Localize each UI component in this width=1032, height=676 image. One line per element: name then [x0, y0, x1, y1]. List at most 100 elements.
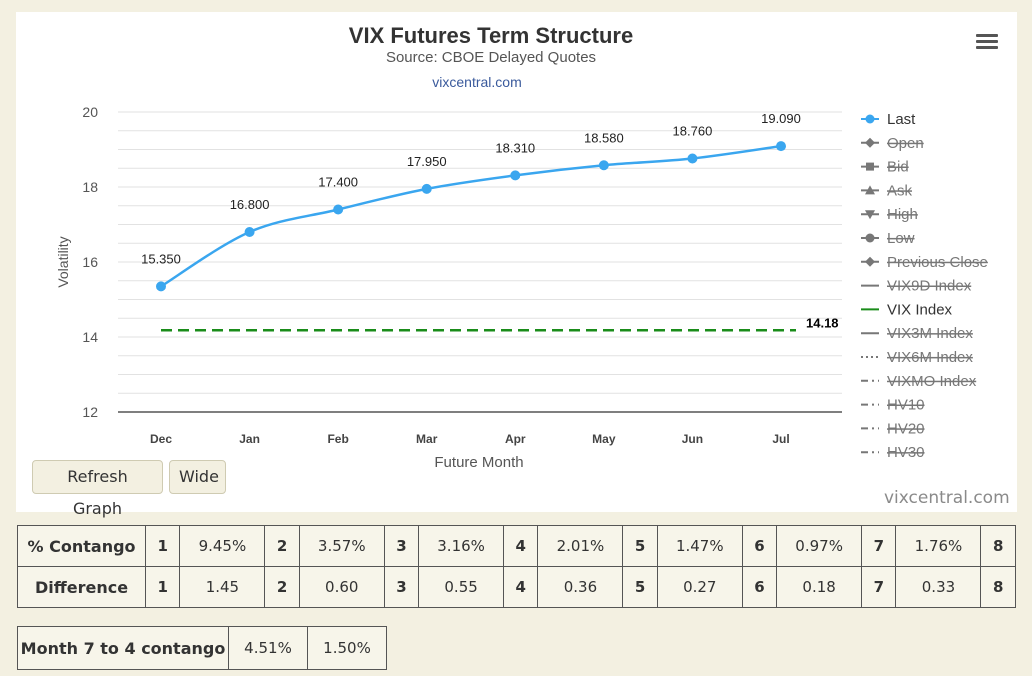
month74-value: 4.51% — [228, 626, 308, 670]
legend-label: Low — [887, 230, 915, 247]
y-tick-label: 12 — [82, 404, 98, 420]
x-tick-label: Jun — [682, 432, 703, 446]
table-cell: 0.97% — [776, 525, 863, 567]
y-axis-title: Volatility — [55, 236, 71, 287]
legend-item[interactable]: Bid — [861, 159, 909, 176]
legend-label: Open — [887, 135, 924, 152]
contango-table: % Contango 1 9.45% 2 3.57% 3 3.16% 4 2.01% 5 1.47%… — [16, 525, 1016, 608]
data-label: 17.400 — [318, 175, 358, 190]
legend-item[interactable]: Last — [861, 111, 916, 128]
legend-marker — [866, 162, 874, 171]
last-data-point[interactable] — [776, 141, 786, 152]
legend-label: HV30 — [887, 444, 925, 461]
legend-item[interactable]: VIX6M Index — [861, 349, 973, 366]
legend-marker — [865, 256, 875, 267]
data-label: 18.580 — [584, 130, 624, 145]
legend-item[interactable]: High — [861, 206, 918, 223]
legend: Last Open Bid Ask High Low Previous Close VIX9D… — [861, 111, 988, 461]
table-cell: 3.57% — [298, 525, 385, 567]
data-label: 16.800 — [230, 197, 270, 212]
x-tick-label: Apr — [505, 432, 526, 446]
month-index: 4 — [503, 566, 539, 608]
legend-marker — [865, 210, 875, 220]
legend-item[interactable]: HV20 — [861, 420, 925, 437]
month-index: 1 — [145, 566, 181, 608]
month-index: 2 — [264, 525, 300, 567]
data-label: 18.760 — [673, 124, 713, 139]
row-label: Difference — [16, 566, 147, 608]
x-axis-title: Future Month — [434, 454, 523, 471]
last-data-point[interactable] — [156, 281, 166, 292]
menu-icon[interactable] — [976, 34, 998, 52]
last-data-point[interactable] — [510, 170, 521, 181]
table-cell: 1.47% — [656, 525, 743, 567]
legend-item[interactable]: Low — [861, 230, 915, 247]
table-cell: 2.01% — [537, 525, 624, 567]
month-index: 8 — [980, 525, 1016, 567]
month74-value: 1.50% — [307, 626, 387, 670]
table-cell: 1.45 — [179, 566, 266, 608]
month-index: 7 — [861, 525, 897, 567]
legend-label: HV10 — [887, 397, 925, 414]
legend-label: VIXMO Index — [887, 373, 977, 390]
row-label: % Contango — [16, 525, 147, 567]
legend-item[interactable]: VIX3M Index — [861, 325, 973, 342]
y-tick-label: 14 — [82, 329, 98, 345]
wide-button[interactable]: Wide — [169, 460, 226, 494]
table-row: % Contango 1 9.45% 2 3.57% 3 3.16% 4 2.01% 5 1.47%… — [16, 525, 1016, 567]
legend-item[interactable]: HV10 — [861, 397, 925, 414]
table-cell: 0.33 — [895, 566, 982, 608]
y-tick-label: 16 — [82, 254, 98, 270]
table-cell: 0.27 — [656, 566, 743, 608]
legend-item[interactable]: Open — [861, 135, 924, 152]
legend-marker — [865, 233, 875, 243]
table-cell: 9.45% — [179, 525, 266, 567]
legend-item[interactable]: Ask — [861, 182, 913, 199]
source-link[interactable]: vixcentral.com — [432, 74, 521, 90]
table-row: Month 7 to 4 contango 4.51% 1.50% — [17, 626, 387, 670]
x-tick-label: Jul — [772, 432, 789, 446]
legend-item[interactable]: HV30 — [861, 444, 925, 461]
vix-index-label: 14.18 — [806, 315, 839, 330]
legend-item[interactable]: VIXMO Index — [861, 373, 977, 390]
month-7-to-4-table: Month 7 to 4 contango 4.51% 1.50% — [17, 626, 387, 670]
table-cell: 1.76% — [895, 525, 982, 567]
month-index: 6 — [741, 566, 778, 608]
data-label: 17.950 — [407, 154, 447, 169]
last-data-point[interactable] — [333, 204, 344, 215]
table-cell: 0.55 — [418, 566, 505, 608]
chart-subtitle: Source: CBOE Delayed Quotes — [386, 49, 596, 66]
month-index: 2 — [264, 566, 300, 608]
legend-item[interactable]: Previous Close — [861, 254, 988, 271]
x-tick-label: Dec — [150, 432, 172, 446]
last-data-point[interactable] — [598, 160, 609, 171]
last-data-point[interactable] — [421, 183, 432, 194]
last-data-point[interactable] — [687, 153, 698, 164]
chart-panel: VIX Futures Term Structure Source: CBOE … — [16, 12, 1017, 518]
last-data-point[interactable] — [244, 227, 255, 237]
y-tick-label: 18 — [82, 179, 98, 195]
month-index: 3 — [383, 566, 420, 608]
legend-label: Previous Close — [887, 254, 988, 271]
legend-label: Ask — [887, 182, 913, 199]
legend-marker — [865, 137, 875, 148]
legend-item[interactable]: VIX9D Index — [861, 278, 972, 295]
chart-credit: vixcentral.com — [884, 488, 1010, 508]
last-series-line — [160, 144, 782, 288]
x-tick-label: May — [592, 432, 616, 446]
data-label: 19.090 — [761, 111, 801, 126]
month-index: 4 — [503, 525, 539, 567]
legend-label: VIX9D Index — [887, 278, 972, 295]
data-label: 15.350 — [141, 251, 181, 266]
month-index: 5 — [622, 525, 658, 567]
legend-label: HV20 — [887, 420, 925, 437]
legend-item[interactable]: VIX Index — [861, 301, 953, 318]
y-tick-label: 20 — [82, 104, 98, 120]
legend-label: Bid — [887, 159, 909, 176]
table-cell: 0.60 — [298, 566, 385, 608]
plot-area: 12 14 16 18 20 Dec Jan Feb Mar Apr May Jun Jul Future… — [55, 104, 842, 471]
legend-label: Last — [887, 111, 916, 128]
refresh-graph-button[interactable]: Refresh Graph — [32, 460, 163, 518]
data-label: 18.310 — [495, 140, 535, 155]
month-index: 5 — [622, 566, 658, 608]
